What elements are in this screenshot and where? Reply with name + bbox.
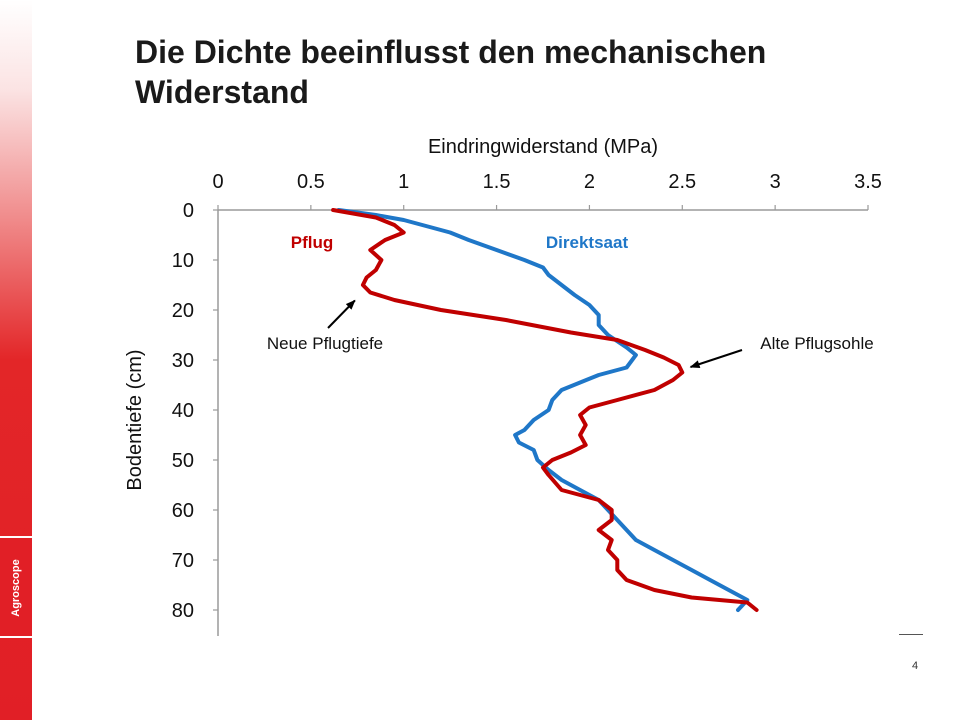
series-line-direktsaat: [336, 208, 750, 612]
y-tick-label: 30: [172, 350, 194, 372]
y-tick-label: 70: [172, 550, 194, 572]
arrow-alte-pflugsohle: [689, 349, 743, 368]
y-tick-label: 0: [183, 200, 194, 222]
x-tick-label: 0.5: [297, 171, 325, 193]
x-tick-label: 3.5: [854, 171, 882, 193]
agroscope-logo: Agroscope: [0, 536, 32, 638]
x-tick-label: 2.5: [668, 171, 696, 193]
page-number: 4: [912, 660, 919, 672]
y-tick-label: 80: [172, 600, 194, 622]
annotation-alte-pflugsohle: Alte Pflugsohle: [760, 334, 873, 353]
y-tick-label: 40: [172, 400, 194, 422]
x-tick-label: 1.5: [483, 171, 511, 193]
series-label-direktsaat: Direktsaat: [546, 233, 629, 252]
annotation-neue-pflugtiefe: Neue Pflugtiefe: [267, 334, 383, 353]
y-tick-label: 60: [172, 500, 194, 522]
y-tick-label: 10: [172, 250, 194, 272]
footer-rule: [899, 634, 923, 635]
y-tick-label: 50: [172, 450, 194, 472]
x-tick-label: 1: [398, 171, 409, 193]
x-axis-title: Eindringwiderstand (MPa): [428, 136, 658, 158]
x-tick-label: 0: [212, 171, 223, 193]
y-axis-title: Bodentiefe (cm): [124, 349, 146, 490]
x-tick-label: 3: [770, 171, 781, 193]
y-tick-label: 20: [172, 300, 194, 322]
slide-title: Die Dichte beeinflusst den mechanischen …: [135, 34, 767, 110]
x-tick-label: 2: [584, 171, 595, 193]
series-label-pflug: Pflug: [291, 233, 334, 252]
arrow-neue-pflugtiefe: [327, 299, 356, 329]
series-line-pflug: [331, 208, 759, 612]
